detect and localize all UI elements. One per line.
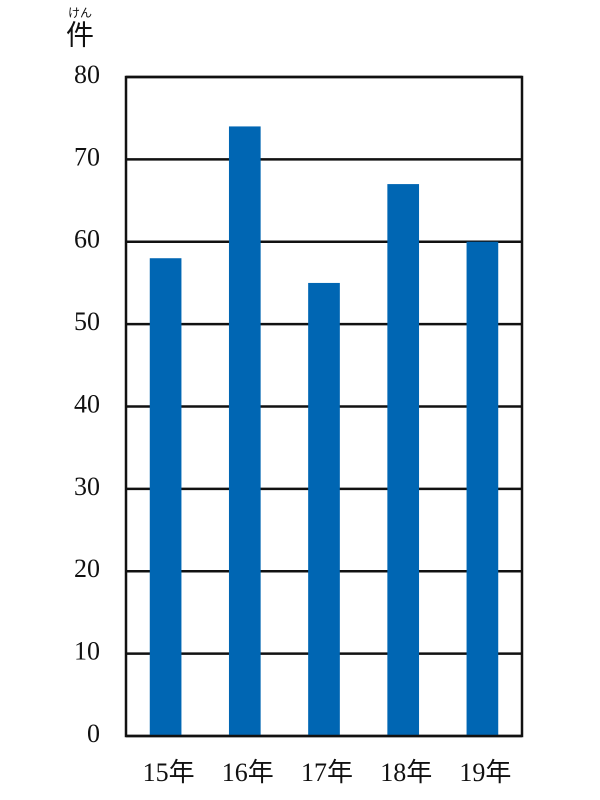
y-axis-label: 件 xyxy=(66,19,94,51)
y-tick-label: 40 xyxy=(74,389,100,418)
plot-frame xyxy=(124,75,524,738)
x-tick-label: 19年 xyxy=(459,758,511,787)
y-tick-label: 20 xyxy=(74,554,100,583)
x-tick-label: 17年 xyxy=(301,758,353,787)
y-tick-label: 70 xyxy=(74,142,100,171)
y-tick-label: 60 xyxy=(74,225,100,254)
bar xyxy=(308,282,340,736)
y-tick-label: 0 xyxy=(87,719,100,748)
y-axis-label-reading: けん xyxy=(68,6,92,20)
x-tick-label: 16年 xyxy=(222,758,274,787)
bar xyxy=(466,241,499,736)
y-tick-label: 50 xyxy=(74,307,100,336)
y-tick-label: 80 xyxy=(74,60,100,89)
bars xyxy=(149,126,499,737)
bar xyxy=(387,184,420,736)
bar xyxy=(149,258,182,736)
bar xyxy=(228,126,261,737)
x-tick-label: 15年 xyxy=(143,758,195,787)
y-tick-label: 10 xyxy=(74,637,100,666)
y-tick-label: 30 xyxy=(74,472,100,501)
x-tick-label: 18年 xyxy=(380,758,432,787)
